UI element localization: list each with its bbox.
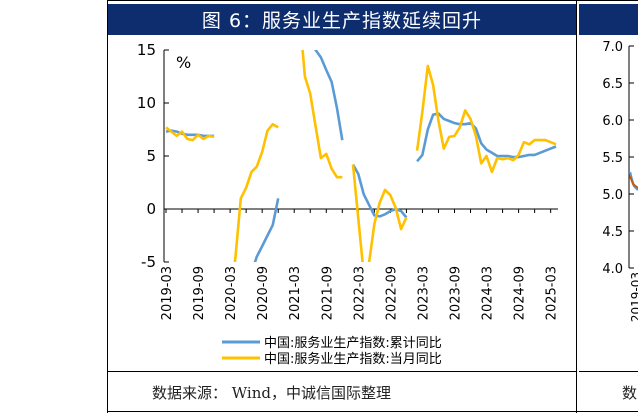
y-tick-label: 0 [146,200,156,218]
y-tick-label: 10 [137,94,156,112]
x-tick-label: 2021-03 [288,266,303,320]
y-tick-label: 5 [146,147,156,165]
right-y-tick-label: 5.0 [602,188,623,203]
x-tick-label: 2022-09 [384,266,399,320]
right-y-tick-label: 6.5 [602,77,623,92]
legend-label-cumulative: 中国:服务业生产指数:累计同比 [264,335,442,351]
source-note: 数据来源： Wind，中诚信国际整理 [108,371,576,412]
right-panel-partial-chart: 7.0 6.5 6.0 5.5 5.0 4.5 4.0 2019-03 [602,40,638,322]
x-tick-label: 2024-03 [481,266,496,320]
x-tick-label: 2020-09 [256,266,271,320]
y-tick-label: -5 [141,253,156,271]
right-y-tick-label: 4.0 [602,262,623,277]
right-panel-title-bar [579,4,638,35]
x-tick-label: 2025-03 [545,266,560,320]
right-y-tick-label: 6.0 [602,114,623,129]
series-group [165,50,557,262]
chart-title: 图 6：服务业生产指数延续回升 [201,10,483,32]
x-tick-label: 2023-03 [416,266,431,320]
source-text: 数据来源： Wind，中诚信国际整理 [152,383,391,402]
right-y-tick-label: 4.5 [602,225,623,240]
series-line-monthly [165,50,557,262]
bottom-border [107,411,638,412]
x-tick-label: 2023-09 [448,266,463,320]
right-y-tick-label: 7.0 [602,40,623,55]
x-tick-label: 2024-09 [513,266,528,320]
x-tick-label: 2021-09 [320,266,335,320]
right-y-tick-label: 5.5 [602,151,623,166]
left-panel-frame [107,0,577,413]
chart-title-bar: 图 6：服务业生产指数延续回升 [108,4,576,35]
series-line-cumulative [165,50,557,262]
x-tick-label: 2019-03 [160,266,175,320]
x-tick-label: 2020-03 [224,266,239,320]
top-border [107,0,638,1]
right-x-tick-label: 2019-03 [629,272,638,322]
unit-label: % [176,53,191,72]
right-source-note: 数 [579,371,638,412]
right-source-text: 数 [622,383,638,402]
right-series-fragment-2 [629,175,638,189]
x-tick-label: 2019-09 [192,266,207,320]
y-tick-label: 15 [137,41,156,59]
x-tick-label: 2022-03 [352,266,367,320]
legend-label-monthly: 中国:服务业生产指数:当月同比 [264,351,442,367]
